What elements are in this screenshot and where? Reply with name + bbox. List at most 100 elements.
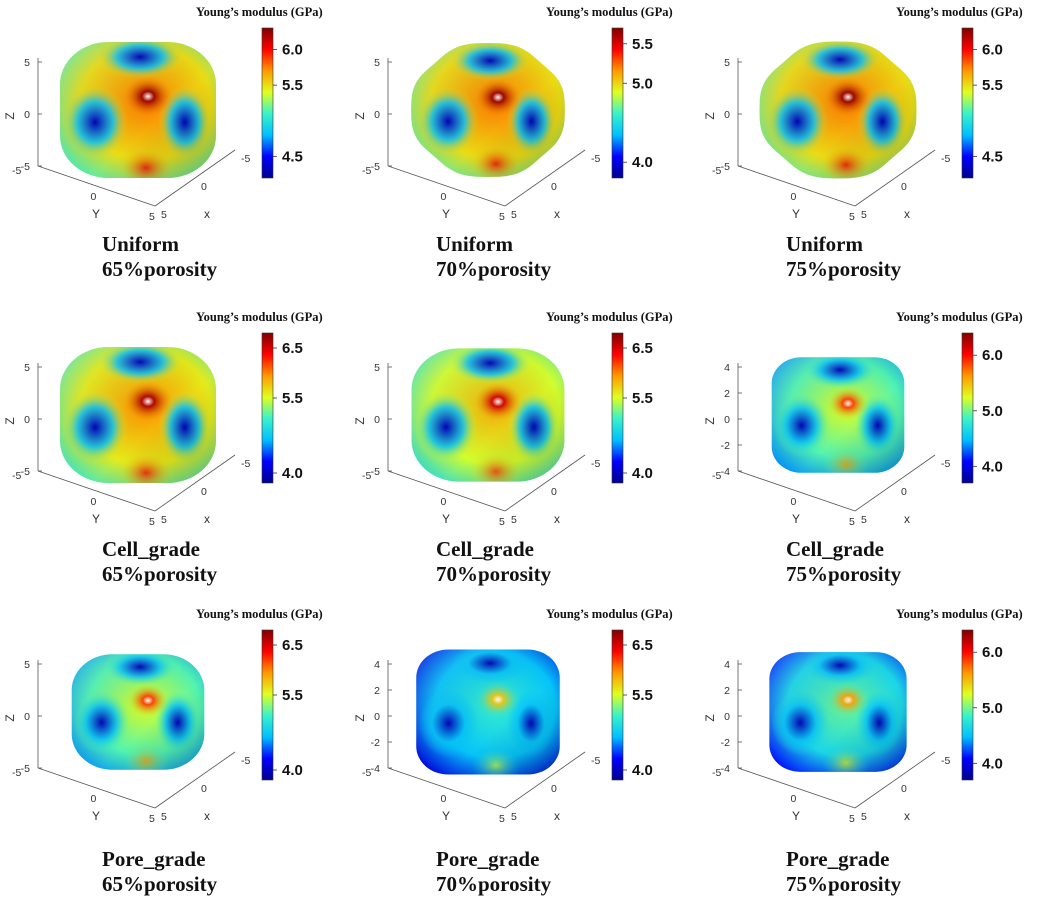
axes-frame [737,660,936,809]
x-axis-label: x [904,809,910,823]
caption-structure: Pore_grade [436,847,540,871]
panel-caption: Pore_grade 70%porosity [436,847,551,897]
colorbar-tick-label: 6.0 [982,347,1003,364]
x-tick-label: -5 [591,458,600,470]
colorbar [261,332,274,484]
caption-structure: Pore_grade [102,847,206,871]
z-tick-label: -5 [21,161,30,173]
surface-plot: 5 0 -5 Z -5 0 5 Y -5 0 5 x Young’s modulus (GPa) 6.5 5… [353,310,673,528]
x-tick-label: -5 [241,458,250,470]
colorbar [961,332,974,484]
surface-plot: 4 2 0 -2 -4 Z -5 0 5 Y -5 0 5 x Young’s modulus (GPa) 6… [353,607,673,825]
colorbar-tick-label: 6.0 [282,41,303,58]
z-tick-label: 2 [374,685,380,697]
x-axis-label: x [204,207,210,221]
y-tick-label: 5 [499,813,505,825]
colorbar-tick-label: 5.5 [982,77,1003,94]
y-tick-label: -5 [362,767,371,779]
colorbar [611,27,624,179]
y-tick-label: 0 [441,793,447,805]
colorbar-tick-label: 4.0 [632,762,653,779]
z-axis-label: Z [703,112,717,119]
z-tick-label: -4 [721,466,730,478]
y-tick-label: -5 [712,470,721,482]
x-tick-label: -5 [241,755,250,767]
caption-porosity: 75%porosity [786,872,902,896]
x-axis-label: x [554,809,560,823]
y-tick-label: 0 [91,191,97,203]
z-axis-label: Z [3,112,17,119]
y-axis-label: Y [792,207,800,221]
surface-body [411,43,565,177]
z-tick-label: -5 [721,161,730,173]
colorbar [261,27,274,179]
y-axis-label: Y [92,512,100,526]
surface-plot: 5 0 -5 Z -5 0 5 Y -5 0 5 x Young’s modulus (GPa) 6.0 5… [703,5,1023,223]
x-tick-label: 5 [511,811,517,823]
panel-6: 4 2 0 -2 -4 Z -5 0 5 Y -5 0 5 x Young’s modulus (GPa) 6… [700,305,1050,607]
z-tick-label: 0 [724,711,730,723]
surface-body [411,348,565,482]
caption-structure: Cell_grade [102,537,200,561]
colorbar-tick-label: 5.0 [632,75,653,92]
y-tick-label: -5 [712,767,721,779]
y-tick-label: -5 [12,767,21,779]
axes-frame [737,363,936,512]
z-tick-label: 5 [374,57,380,69]
caption-porosity: 75%porosity [786,562,902,586]
x-tick-label: 0 [551,783,557,795]
axes-frame [737,58,936,207]
z-tick-label: 0 [374,711,380,723]
panel-caption: Pore_grade 75%porosity [786,847,901,897]
colorbar [611,629,624,781]
colorbar-tick-label: 5.0 [982,700,1003,717]
panel-caption: Cell_grade 70%porosity [436,537,551,587]
y-tick-label: -5 [12,165,21,177]
colorbar-tick-label: 5.5 [282,687,303,704]
z-tick-label: -5 [371,161,380,173]
y-tick-label: 5 [149,813,155,825]
surface-body [60,347,216,483]
z-axis-label: Z [353,417,367,424]
z-tick-label: -2 [721,737,730,749]
caption-porosity: 70%porosity [436,872,552,896]
x-tick-label: 0 [201,486,207,498]
y-axis-label: Y [442,512,450,526]
z-axis-label: Z [3,714,17,721]
y-axis-label: Y [442,809,450,823]
panel-caption: Uniform 75%porosity [786,232,901,282]
z-axis-label: Z [353,112,367,119]
surface-body [759,41,917,179]
z-tick-label: 2 [724,685,730,697]
y-axis-label: Y [442,207,450,221]
axes-frame [37,58,236,207]
z-tick-label: 5 [24,362,30,374]
panel-3: 5 0 -5 Z -5 0 5 Y -5 0 5 x Young’s modulus (GPa) 6.0 5… [700,0,1050,302]
caption-porosity: 65%porosity [102,872,218,896]
x-axis-label: x [554,512,560,526]
colorbar-tick-label: 6.0 [982,41,1003,58]
caption-structure: Uniform [102,232,179,256]
colorbar-title: Young’s modulus (GPa) [196,5,323,19]
x-tick-label: 5 [161,811,167,823]
x-axis-label: x [904,207,910,221]
colorbar-tick-label: 5.5 [632,390,653,407]
y-tick-label: -5 [712,165,721,177]
surface-plot: 5 0 -5 Z -5 0 5 Y -5 0 5 x Young’s modulus (GPa) 6.5 5… [3,310,323,528]
y-tick-label: -5 [362,470,371,482]
colorbar-tick-label: 4.0 [982,458,1003,475]
x-tick-label: 5 [861,209,867,221]
y-tick-label: 5 [849,211,855,223]
caption-structure: Cell_grade [786,537,884,561]
panel-caption: Cell_grade 65%porosity [102,537,217,587]
z-tick-label: 0 [724,414,730,426]
y-tick-label: -5 [362,165,371,177]
x-tick-label: -5 [591,153,600,165]
z-tick-label: 4 [374,659,380,671]
colorbar-title: Young’s modulus (GPa) [196,310,323,324]
z-tick-label: 4 [724,659,730,671]
panel-7: 5 0 -5 Z -5 0 5 Y -5 0 5 x Young’s modulus (GPa) 6.5 5… [0,602,350,904]
x-tick-label: 5 [511,209,517,221]
caption-porosity: 70%porosity [436,562,552,586]
x-tick-label: -5 [591,755,600,767]
